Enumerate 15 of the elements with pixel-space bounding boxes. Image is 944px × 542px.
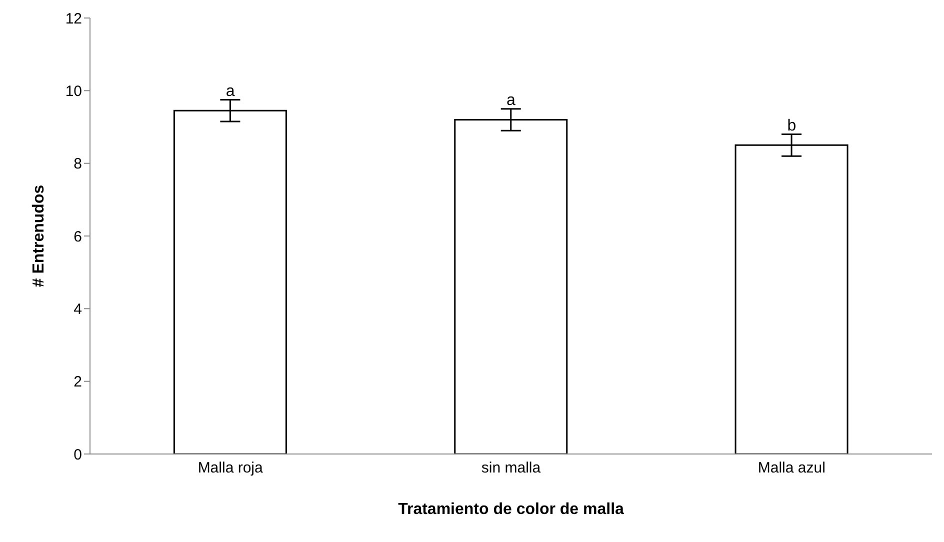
annotation: a: [506, 92, 516, 109]
annotation: a: [226, 82, 235, 100]
y-tick-label: 4: [74, 300, 82, 318]
y-axis-title: # Entrenudos: [30, 184, 48, 288]
y-tick-label: 2: [74, 374, 82, 391]
annotation: b: [787, 117, 796, 134]
x-tick-label: Malla roja: [198, 460, 264, 477]
y-tick-label: 10: [65, 82, 82, 100]
y-tick-label: 12: [65, 10, 82, 28]
y-tick-label: 8: [74, 156, 82, 173]
x-tick-label: Malla azul: [758, 460, 826, 477]
y-tick-label: 6: [74, 228, 82, 246]
x-axis-title: Tratamiento de color de malla: [398, 501, 624, 518]
y-tick-label: 0: [74, 446, 82, 464]
x-tick-label: sin malla: [481, 460, 542, 477]
